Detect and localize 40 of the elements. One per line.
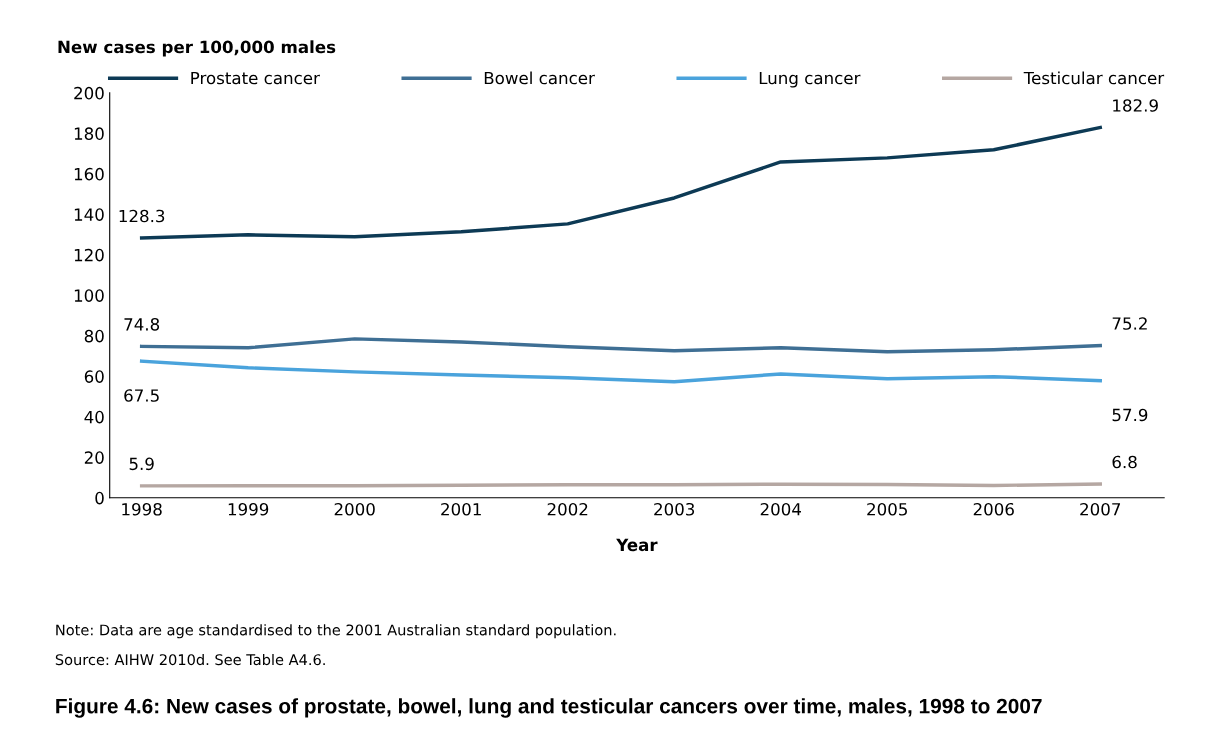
x-tick-label: 2001: [441, 502, 481, 516]
annotation: 5.9: [129, 457, 154, 471]
y-tick-label: 20: [84, 451, 104, 464]
text: Note: Data are age standardised to the 2001 Australian standard population.: [56, 624, 616, 639]
annotation: 67.5: [124, 389, 159, 402]
y-tick-label: 60: [84, 370, 104, 383]
line-series: [139, 359, 1102, 384]
y-tick-label: 180: [74, 127, 104, 140]
x-tick-label: 2003: [654, 502, 695, 516]
annotation: 6.8: [1112, 455, 1137, 469]
x-tick-label: 2002: [547, 502, 588, 516]
x-tick-label: 2000: [334, 502, 375, 516]
x-tick-label: 1998: [122, 502, 162, 516]
annotation: 57.9: [1112, 408, 1148, 422]
legend-label: Prostate cancer: [191, 71, 320, 85]
annotation: 128.3: [119, 209, 165, 223]
y-tick-label: 200: [74, 86, 104, 100]
annotation: 182.9: [1113, 99, 1158, 112]
x-tick-label: 1999: [228, 502, 269, 516]
y-axis-title: New cases per 100,000 males: [58, 40, 336, 57]
legend-label: Bowel cancer: [484, 71, 595, 85]
y-tick-label: 140: [74, 208, 104, 221]
annotation: 75.2: [1112, 317, 1147, 330]
line-series: [139, 337, 1102, 354]
annotation: 74.8: [124, 318, 160, 331]
x-tick-label: 2005: [867, 502, 907, 516]
x-tick-label: 2007: [1080, 502, 1121, 516]
text: Figure 4.6: New cases of prostate, bowel, lung and testicular cancers over time, males, 1998 to 2007: [56, 698, 1042, 718]
legend-label: Testicular cancer: [1023, 71, 1165, 85]
y-tick-label: 40: [84, 410, 104, 424]
x-tick-label: 2004: [760, 502, 801, 516]
y-tick-label: 160: [74, 167, 104, 181]
y-tick-label: 120: [74, 248, 104, 262]
x-axis-title: Year: [616, 538, 658, 552]
y-tick-label: 80: [84, 329, 104, 343]
legend-label: Lung cancer: [759, 71, 861, 88]
y-tick-label: 0: [95, 491, 104, 505]
x-tick-label: 2006: [973, 502, 1014, 516]
source-note: Source: AIHW 2010d. See Table A4.6.: [55, 653, 325, 666]
y-tick-label: 100: [74, 289, 104, 302]
